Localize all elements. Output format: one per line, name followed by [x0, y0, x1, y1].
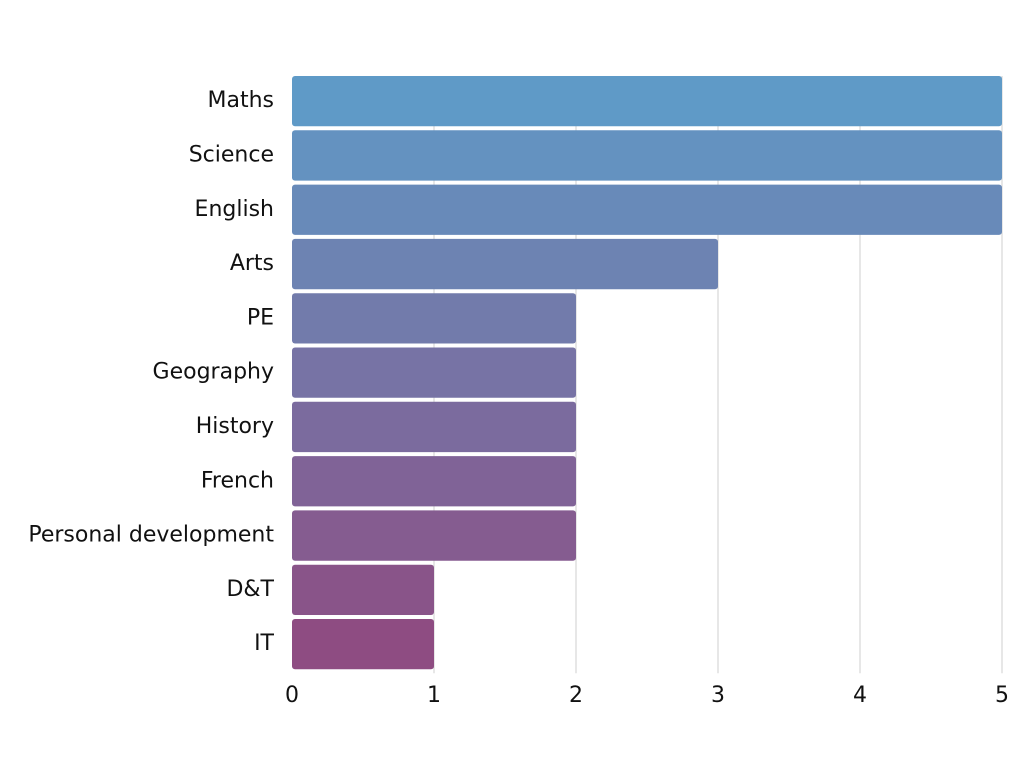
category-label: Personal development [28, 523, 274, 548]
category-label: Science [189, 142, 274, 167]
x-tick-label: 0 [285, 683, 299, 708]
bar-science [292, 130, 1002, 181]
bar-it [292, 619, 434, 670]
category-label: English [195, 197, 274, 222]
category-label: Arts [230, 251, 274, 276]
category-label: IT [254, 631, 274, 656]
category-label: Geography [153, 360, 274, 385]
bar-personal-development [292, 510, 576, 561]
bar-history [292, 401, 576, 453]
category-label: French [201, 468, 274, 493]
bar-arts [292, 238, 718, 290]
category-label: PE [247, 305, 274, 330]
x-axis-ticks: 0 1 2 3 4 5 [285, 683, 1009, 708]
x-tick-label: 1 [427, 683, 441, 708]
bar-maths [292, 76, 1002, 127]
bar-french [292, 456, 576, 507]
x-tick-label: 2 [569, 683, 583, 708]
bar-pe [292, 293, 576, 344]
category-label: Maths [208, 88, 275, 113]
bar-geography [292, 347, 576, 398]
bar-english [292, 184, 1002, 235]
category-label: History [196, 414, 274, 439]
bar-d-t [292, 564, 434, 615]
bar-layer [292, 76, 1002, 670]
x-tick-label: 3 [711, 683, 725, 708]
category-label: D&T [226, 577, 274, 602]
category-labels: Maths Science English Arts PE Geography Histor… [28, 88, 274, 656]
x-tick-label: 4 [853, 683, 867, 708]
x-tick-label: 5 [995, 683, 1009, 708]
